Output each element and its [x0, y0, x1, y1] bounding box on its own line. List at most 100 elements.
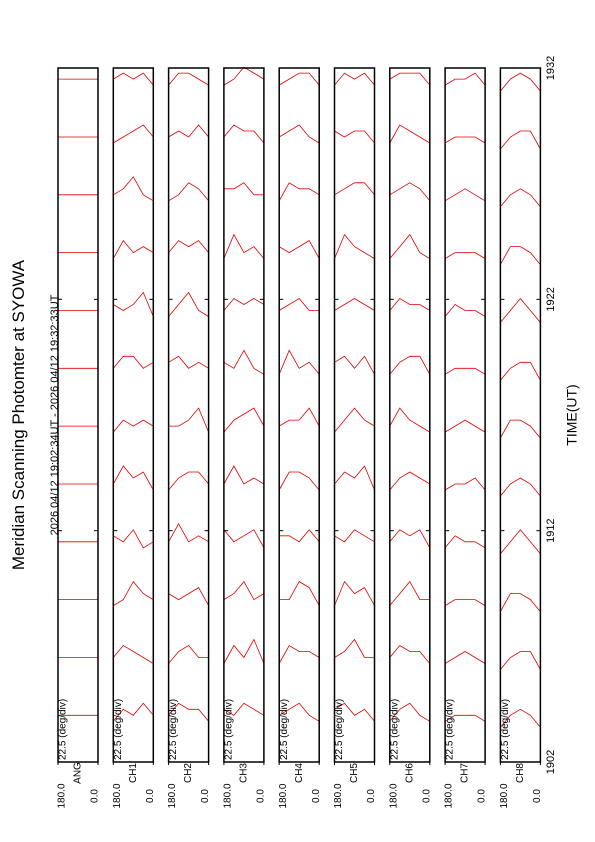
scan-trace [168, 182, 209, 202]
scan-trace [500, 130, 541, 150]
scan-trace [444, 419, 486, 433]
y-tick-label: 0.0 [90, 789, 101, 803]
scan-trace [223, 529, 265, 548]
scan-trace [444, 535, 486, 549]
y-tick-label: 0.0 [421, 789, 432, 803]
scan-trace [334, 465, 375, 491]
scan-trace [223, 297, 265, 311]
scan-trace [500, 72, 541, 92]
scan-trace [113, 72, 154, 86]
scan-trace [278, 72, 320, 86]
chart-subtitle: 2026 04/12 19:02:34UT - 2026 04/12 19:32… [49, 294, 61, 535]
scan-trace [113, 124, 154, 144]
scan-trace [168, 72, 209, 86]
scan-trace [500, 419, 541, 439]
scan-trace [500, 361, 541, 381]
panel-frame [499, 67, 542, 763]
scan-trace [334, 529, 375, 543]
y-tick-label: 180.0 [499, 783, 510, 808]
scan-trace [444, 72, 486, 86]
scan-trace [389, 124, 431, 144]
scan-trace [389, 471, 431, 491]
scan-trace [389, 72, 431, 86]
scan-trace [500, 188, 541, 208]
scan-trace [223, 702, 265, 716]
panel-label: CH6 [404, 763, 415, 783]
scan-trace [113, 176, 154, 202]
scan-trace [444, 252, 486, 259]
scan-trace [223, 233, 265, 259]
scan-trace [389, 182, 431, 202]
y-tick-label: 180.0 [278, 783, 289, 808]
scan-trace [444, 303, 486, 317]
panel-label: CH8 [515, 763, 526, 783]
scan-trace [389, 702, 431, 722]
scan-trace [500, 593, 541, 612]
scan-trace [278, 182, 320, 201]
scan-trace [389, 233, 431, 259]
scan-trace [334, 233, 375, 259]
scale-label: 22.5 (deg/div) [334, 699, 345, 760]
scan-trace [168, 587, 209, 606]
y-tick-label: 0.0 [200, 789, 211, 803]
scan-trace [168, 522, 209, 543]
scan-trace [168, 471, 209, 491]
scan-trace [113, 291, 154, 317]
panel-frame [57, 67, 99, 763]
scan-trace [223, 66, 265, 86]
scan-trace [278, 240, 320, 259]
y-tick-label: 180.0 [167, 783, 178, 808]
scan-trace [500, 651, 541, 670]
scan-trace [334, 407, 375, 433]
y-tick-label: 180.0 [333, 783, 344, 808]
scan-trace [112, 355, 154, 369]
scan-trace [389, 644, 431, 664]
scan-trace [500, 529, 541, 555]
scan-trace [168, 355, 209, 369]
scan-trace [223, 124, 265, 144]
scan-trace [168, 291, 209, 317]
scan-trace [444, 136, 486, 144]
scan-trace [334, 130, 375, 144]
scan-trace [278, 644, 320, 664]
scan-trace [334, 355, 375, 375]
scan-trace [279, 581, 320, 606]
scan-trace [389, 529, 431, 548]
scan-trace [168, 407, 209, 433]
x-axis-label: TIME(UT) [564, 384, 580, 445]
scan-trace [334, 182, 375, 196]
scan-trace [112, 419, 154, 433]
scan-trace [278, 702, 320, 722]
y-tick-label: 180.0 [444, 783, 455, 808]
panel-label: ANG [73, 762, 84, 784]
x-tick-label: 1902 [545, 750, 557, 774]
scale-label: 22.5 (deg/div) [500, 699, 511, 760]
scan-trace [223, 407, 265, 433]
scan-trace [112, 644, 154, 664]
scan-trace [168, 644, 209, 664]
scale-label: 22.5 (deg/div) [113, 699, 124, 760]
panel-label: CH5 [349, 763, 360, 783]
scan-trace [444, 188, 486, 202]
scan-trace [278, 297, 320, 311]
y-tick-label: 0.0 [366, 789, 377, 803]
scan-trace [223, 182, 264, 196]
scan-trace [334, 580, 375, 606]
scan-trace [500, 246, 541, 265]
scan-trace [278, 349, 320, 375]
scan-trace [500, 297, 541, 323]
scan-trace [334, 72, 375, 86]
y-tick-label: 180.0 [388, 783, 399, 808]
panel-label: CH1 [128, 763, 139, 783]
y-tick-label: 0.0 [145, 789, 156, 803]
x-tick-label: 1912 [545, 518, 557, 542]
scan-trace [223, 580, 265, 601]
scan-trace [279, 529, 320, 543]
y-tick-label: 180.0 [57, 783, 68, 808]
panel-label: CH7 [460, 763, 471, 783]
scan-trace [334, 638, 375, 658]
scan-trace [223, 349, 265, 375]
scan-trace [223, 465, 265, 485]
scan-trace [389, 297, 431, 311]
panel-frame [389, 67, 431, 763]
